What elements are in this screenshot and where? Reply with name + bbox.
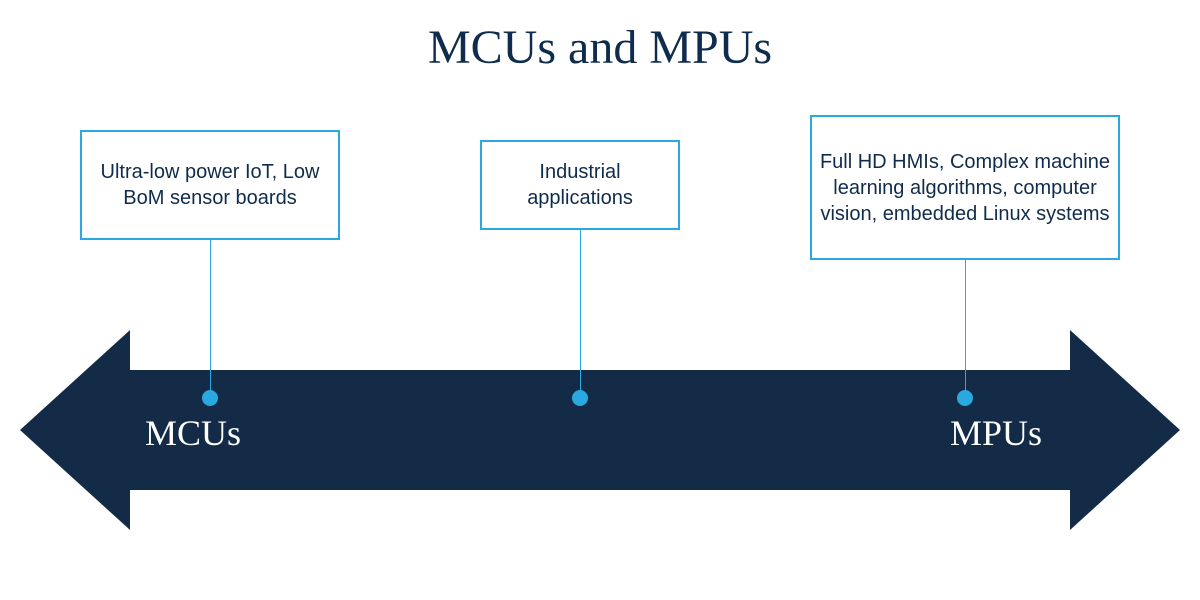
arrow-label-right: MPUs: [950, 412, 1042, 454]
mpu-box-connector: [965, 260, 966, 398]
mcu-box-connector: [210, 240, 211, 398]
mpu-box-text: Full HD HMIs, Complex machine learning a…: [812, 145, 1118, 231]
industrial-box: Industrial applications: [480, 140, 680, 230]
industrial-box-dot-icon: [572, 390, 588, 406]
arrow-label-left: MCUs: [145, 412, 241, 454]
diagram-stage: MCUs and MPUs Ultra-low power IoT, Low B…: [0, 0, 1200, 600]
mcu-box-dot-icon: [202, 390, 218, 406]
mpu-box-dot-icon: [957, 390, 973, 406]
mpu-box: Full HD HMIs, Complex machine learning a…: [810, 115, 1120, 260]
industrial-box-connector: [580, 230, 581, 398]
industrial-box-text: Industrial applications: [482, 155, 678, 215]
mcu-box-text: Ultra-low power IoT, Low BoM sensor boar…: [82, 155, 338, 215]
mcu-box: Ultra-low power IoT, Low BoM sensor boar…: [80, 130, 340, 240]
spectrum-arrow-icon: [0, 0, 1200, 600]
